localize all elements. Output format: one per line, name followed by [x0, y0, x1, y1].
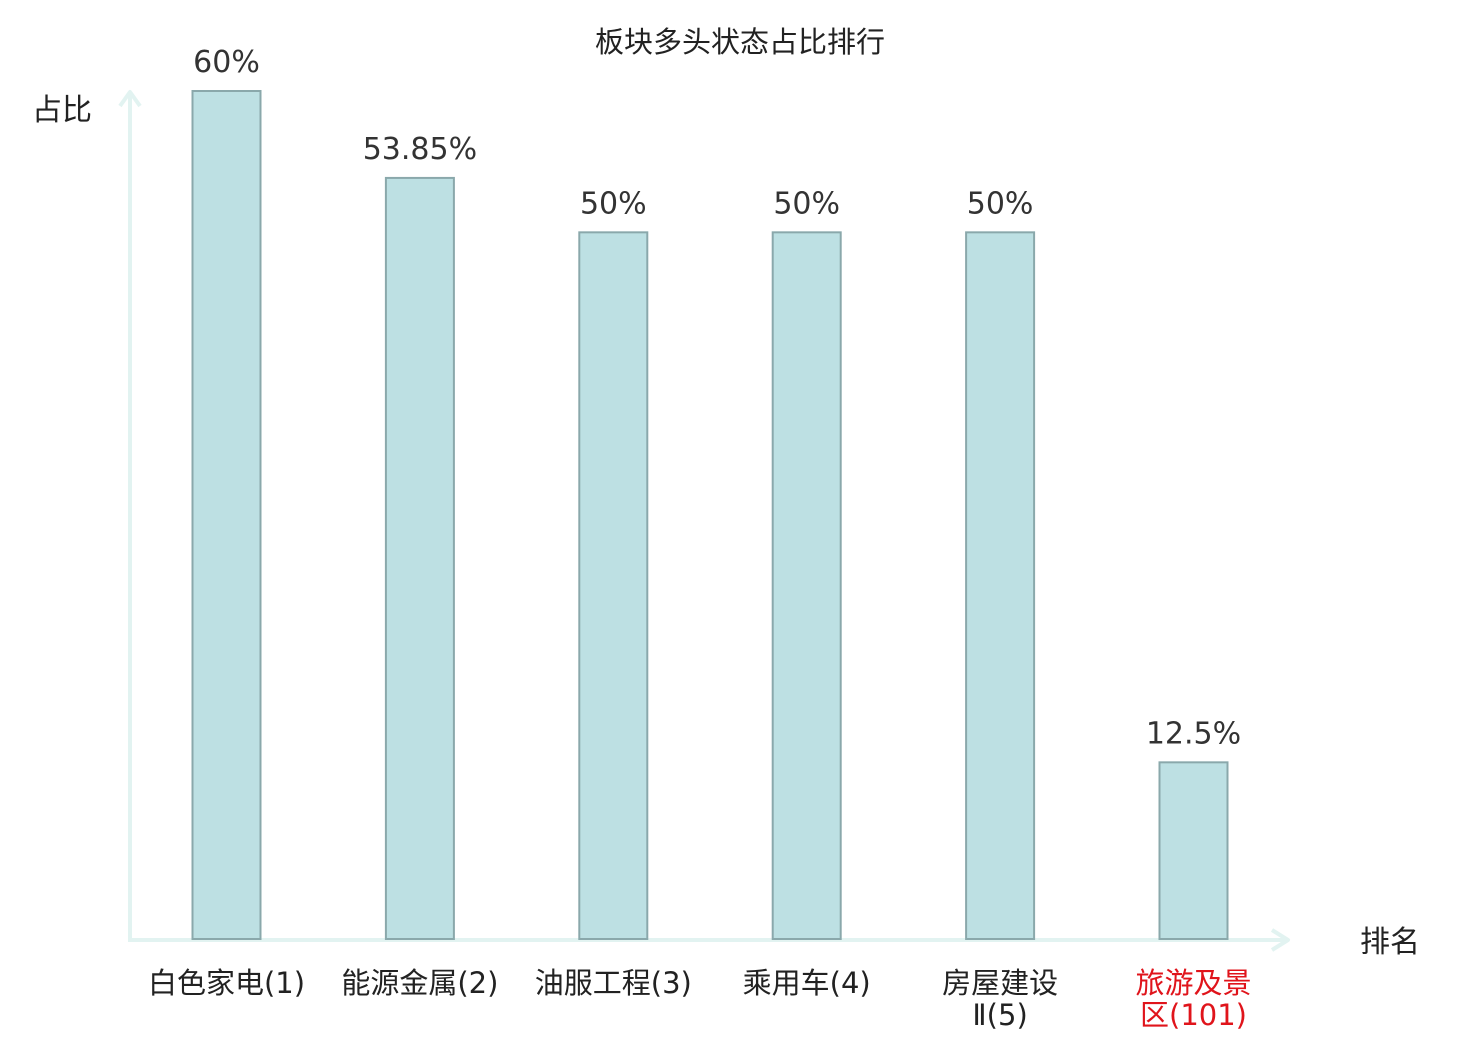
category-tick-label: 能源金属(2) [341, 966, 498, 1000]
x-axis-label: 排名 [1360, 925, 1420, 960]
bars-group [191, 90, 1229, 941]
category-tick-label: 旅游及景区(101) [1135, 966, 1251, 1032]
y-axis-arrow-icon [118, 90, 142, 108]
bar-value-label: 53.85% [363, 132, 477, 167]
bar-value-label: 12.5% [1146, 716, 1241, 751]
category-label-line: 油服工程(3) [535, 966, 692, 1000]
category-tick-label: 乘用车(4) [743, 966, 871, 1000]
category-label-line: 旅游及景 [1135, 966, 1251, 1000]
category-tick-label: 房屋建设 Ⅱ(5) [942, 966, 1058, 1032]
axes [118, 90, 1290, 952]
category-label-line: 白色家电(1) [148, 966, 305, 1000]
bar [771, 231, 842, 941]
y-axis-label: 占比 [32, 93, 92, 128]
chart-title: 板块多头状态占比排行 [595, 25, 885, 59]
bar [578, 231, 649, 941]
category-label-line: 房屋建设 [942, 966, 1058, 1000]
bar [191, 90, 262, 940]
bar-value-label: 50% [773, 186, 840, 221]
category-label-line: Ⅱ(5) [972, 998, 1027, 1032]
category-label-line: 区(101) [1140, 998, 1247, 1032]
bar-value-label: 50% [967, 186, 1034, 221]
category-labels-group: 白色家电(1) 能源金属(2) 油服工程(3) 乘用车(4) 房屋建设 Ⅱ(5) 旅游及景区… [148, 966, 1252, 1032]
bar [965, 231, 1036, 941]
value-labels-group: 60% 53.85% 50% 50% 50% 12.5% [193, 45, 1241, 751]
bar-value-label: 60% [193, 45, 260, 80]
bar [384, 176, 455, 941]
category-tick-label: 油服工程(3) [535, 966, 692, 1000]
category-label-line: 能源金属(2) [341, 966, 498, 1000]
x-axis-arrow-icon [1270, 928, 1290, 952]
category-tick-label: 白色家电(1) [148, 966, 305, 1000]
category-label-line: 乘用车(4) [743, 966, 871, 1000]
bar-value-label: 50% [580, 186, 647, 221]
bar [1158, 761, 1229, 940]
